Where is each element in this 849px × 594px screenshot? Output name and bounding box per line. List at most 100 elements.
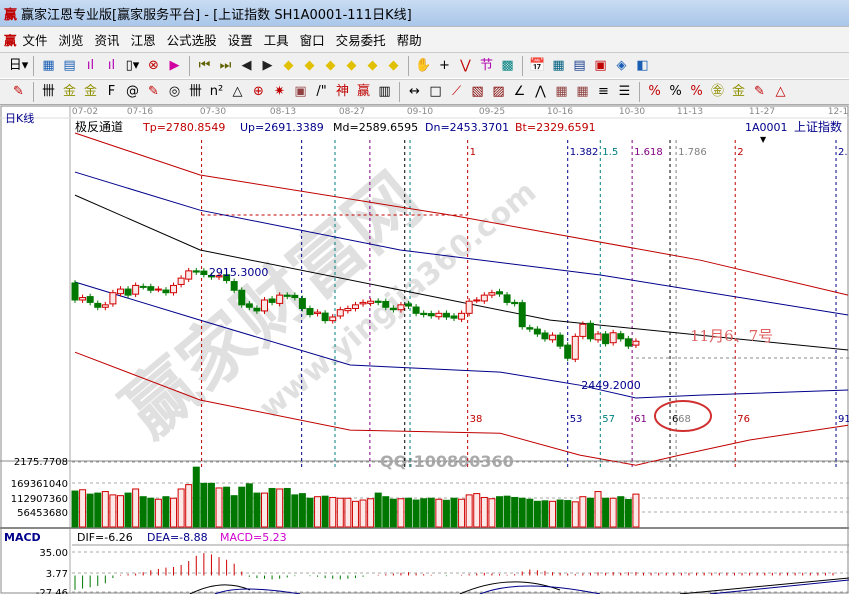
notes-icon[interactable]: ▤: [573, 57, 586, 73]
period-day-select[interactable]: 日▾: [8, 57, 29, 73]
toolbar-separator: [33, 55, 34, 76]
candle: [154, 288, 162, 291]
sun-icon[interactable]: ✷: [274, 84, 285, 99]
calculator-icon[interactable]: ▦: [552, 57, 565, 73]
jie-icon[interactable]: 节: [479, 57, 493, 73]
gann-icon[interactable]: ⊗: [148, 57, 159, 73]
volume-bar: [215, 487, 223, 528]
volume-bar: [230, 495, 238, 528]
shen-icon[interactable]: 神: [335, 84, 349, 99]
bar-chart-3-icon[interactable]: ıl: [86, 57, 95, 73]
volume-bar: [602, 497, 610, 528]
candle: [321, 312, 329, 322]
menu-item-6[interactable]: 工具: [263, 33, 289, 48]
square-icon[interactable]: ▣: [294, 84, 307, 99]
volume-bar: [564, 500, 572, 528]
rocket-icon[interactable]: ✎: [148, 84, 159, 99]
grid-box-icon[interactable]: ▦: [555, 84, 568, 99]
circle-icon[interactable]: ◎: [168, 84, 181, 99]
box-fan-2-icon[interactable]: ▨: [492, 84, 505, 99]
menu-item-4[interactable]: 公式选股: [166, 33, 217, 48]
ruler-icon[interactable]: ☰: [618, 84, 631, 99]
box-fan-icon[interactable]: ▧: [471, 84, 484, 99]
chart-type-icon[interactable]: ▦: [42, 57, 55, 73]
angle-icon[interactable]: ∠: [513, 84, 526, 99]
rect-icon[interactable]: □: [429, 84, 442, 99]
percent-fan-icon[interactable]: %: [648, 84, 661, 99]
document-icon[interactable]: ▤: [63, 57, 76, 73]
triangle-icon[interactable]: △: [232, 84, 243, 99]
ying-icon[interactable]: 赢: [356, 84, 370, 99]
tri-lines-icon[interactable]: △: [775, 84, 786, 99]
pen-icon[interactable]: ✎: [13, 84, 24, 99]
crosshair-icon[interactable]: +: [439, 57, 450, 73]
parallel-icon[interactable]: ≡: [598, 84, 609, 99]
n2-icon[interactable]: n²: [209, 84, 224, 99]
first-icon[interactable]: ⏮: [198, 57, 211, 73]
trend-icon[interactable]: /": [316, 84, 327, 99]
percent-lines-icon[interactable]: %: [690, 84, 703, 99]
spiral-icon[interactable]: @: [126, 84, 139, 99]
line-draw-icon[interactable]: ⋁: [460, 57, 471, 73]
candle: [564, 344, 572, 359]
f-lines-icon[interactable]: F: [107, 84, 116, 99]
candle: [412, 306, 420, 314]
zoom-in-icon[interactable]: ◆: [346, 57, 357, 73]
hand-icon[interactable]: ✋: [415, 57, 432, 73]
pen-lines-icon[interactable]: ✎: [754, 84, 765, 99]
calendar-icon[interactable]: 📅: [529, 57, 546, 73]
candle: [533, 328, 541, 335]
grid-box-2-icon[interactable]: ▦: [576, 84, 589, 99]
connect-icon[interactable]: ◧: [636, 57, 649, 73]
menu-item-1[interactable]: 浏览: [58, 33, 84, 48]
volume-bar: [624, 499, 632, 528]
next-icon[interactable]: ▶: [262, 57, 273, 73]
cycle-lines-icon[interactable]: 卌: [188, 84, 202, 99]
width-icon[interactable]: ↔: [409, 84, 420, 99]
menu-item-5[interactable]: 设置: [227, 33, 253, 48]
time-line-ratio: 1.618: [634, 147, 663, 158]
gold-2-icon[interactable]: 金: [83, 84, 97, 99]
save-icon[interactable]: ▣: [594, 57, 607, 73]
menu-logo-icon[interactable]: 赢: [4, 33, 17, 48]
candle: [207, 274, 215, 278]
menu-item-2[interactable]: 资讯: [94, 33, 120, 48]
target-icon[interactable]: ⊕: [253, 84, 264, 99]
fan-icon[interactable]: ⟋: [451, 84, 462, 99]
flag-icon[interactable]: ▶: [169, 57, 180, 73]
gold-lines-icon[interactable]: 金: [731, 84, 745, 99]
bar-chart-9-icon[interactable]: ıl: [107, 57, 116, 73]
menu-item-7[interactable]: 窗口: [299, 33, 325, 48]
period-label: 日K线: [5, 111, 34, 125]
grid-icon[interactable]: ▩: [501, 57, 514, 73]
menu-item-3[interactable]: 江恩: [130, 33, 156, 48]
volume-bar: [351, 500, 359, 528]
zoom-h-icon[interactable]: ◆: [325, 57, 336, 73]
candle: [556, 334, 564, 347]
volume-bar: [177, 488, 185, 528]
volume-bar: [435, 498, 443, 528]
network-icon[interactable]: ◈: [616, 57, 627, 73]
box-lines-icon[interactable]: ▥: [378, 84, 391, 99]
prev-icon[interactable]: ◀: [241, 57, 252, 73]
time-line-count: 53: [570, 414, 583, 425]
kline-chart[interactable]: 07-02 07-16 07-30 08-13 08-27 09-10 09-25 10-16…: [0, 105, 849, 594]
percent-icon[interactable]: %: [669, 84, 682, 99]
menu-item-9[interactable]: 帮助: [396, 33, 422, 48]
candle: [101, 304, 109, 308]
zigzag-icon[interactable]: ⋀: [535, 84, 546, 99]
gold-1-icon[interactable]: 金: [62, 84, 76, 99]
menu-item-8[interactable]: 交易委托: [335, 33, 386, 48]
move-left-icon[interactable]: ◆: [283, 57, 294, 73]
gold-circle-icon[interactable]: ㊎: [710, 84, 724, 99]
volume-bar: [200, 482, 208, 528]
last-icon[interactable]: ⏭: [219, 57, 232, 73]
zoom-all-icon[interactable]: ◆: [367, 57, 378, 73]
period-lines-icon[interactable]: 卌: [41, 84, 55, 99]
zoom-v-icon[interactable]: ◆: [388, 57, 399, 73]
menu-item-0[interactable]: 文件: [22, 33, 48, 48]
candle: [549, 334, 557, 341]
volume-bar: [518, 497, 526, 528]
candle-select-icon[interactable]: ▯▾: [125, 57, 140, 73]
move-up-icon[interactable]: ◆: [304, 57, 315, 73]
